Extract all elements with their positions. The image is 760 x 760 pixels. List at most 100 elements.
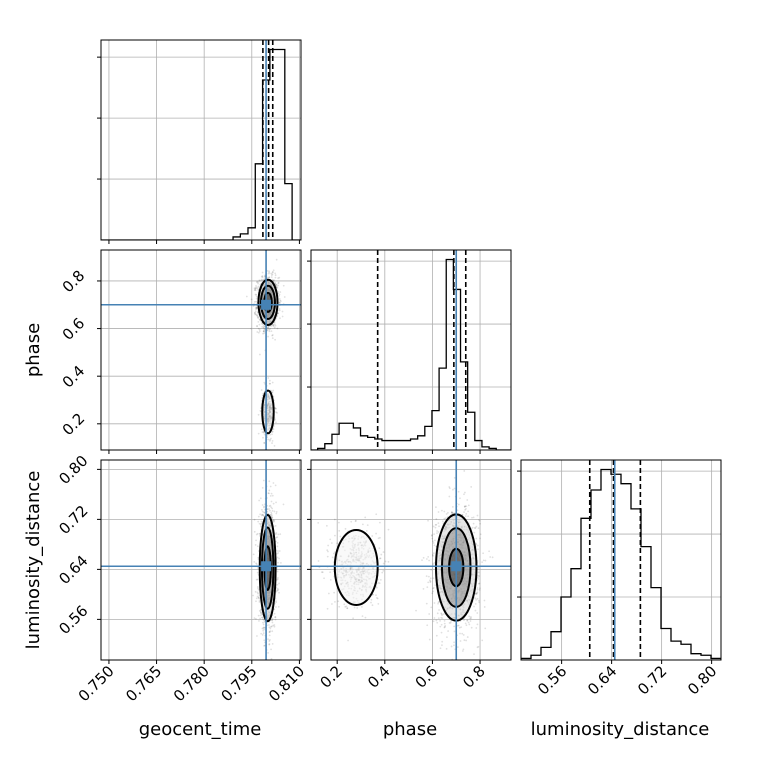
sample-point [463,470,466,472]
sample-point [278,297,281,300]
sample-point [475,627,478,629]
sample-point [252,553,255,556]
sample-point [276,578,279,581]
sample-point [432,620,435,623]
panel-phase-phase [307,249,512,454]
sample-point [270,330,273,333]
sample-point [254,310,257,313]
sample-point [425,575,428,578]
sample-point [274,406,277,409]
sample-point [276,556,279,559]
sample-point [370,598,373,601]
sample-point [271,630,274,633]
sample-point [333,552,335,555]
sample-point [256,595,259,598]
sample-point [259,617,262,620]
sample-point [435,619,438,622]
sample-point [278,308,281,310]
sample-point [271,618,274,621]
sample-point [257,413,260,416]
sample-point [468,615,471,618]
sample-point [476,574,479,577]
sample-point [470,626,473,629]
sample-point [258,534,261,537]
sample-point [270,492,273,495]
sample-point [282,503,285,506]
sample-point [263,619,265,622]
sample-point [253,287,256,290]
sample-point [432,542,435,544]
sample-point [263,505,266,508]
x-tick-label: 0.780 [170,662,213,705]
sample-point [262,623,265,626]
sample-point [470,615,472,618]
sample-point [277,533,280,536]
sample-point [260,612,262,615]
sample-point [269,433,271,436]
sample-point [260,428,263,431]
sample-point [271,271,274,273]
sample-point [477,566,480,569]
sample-point [256,578,259,581]
sample-point [272,502,275,505]
sample-point [276,536,279,539]
sample-point [333,591,336,594]
sample-point [429,579,431,582]
contour-line [261,389,275,435]
sample-point [435,523,438,526]
sample-point [463,505,466,508]
sample-point [277,605,280,608]
sample-point [379,578,382,581]
sample-point [470,486,473,488]
sample-point [476,597,479,600]
sample-point [268,631,271,633]
sample-point [434,523,437,526]
sample-point [268,634,271,637]
sample-point [270,437,272,440]
sample-point [326,607,329,610]
sample-point [271,271,274,274]
sample-point [255,600,257,603]
sample-point [268,439,271,442]
sample-point [256,307,258,310]
sample-point [278,591,280,594]
sample-point [280,561,282,564]
sample-point [274,274,277,277]
sample-point [465,639,468,642]
sample-point [437,531,440,533]
sample-point [277,588,280,591]
sample-point [269,327,271,330]
sample-point [271,514,273,517]
sample-point [275,536,278,539]
sample-point [255,597,258,600]
sample-point [272,325,275,328]
sample-point [452,512,455,515]
sample-point [476,591,479,594]
sample-point [274,283,277,286]
sample-point [274,323,276,326]
sample-point [267,327,270,330]
sample-point [255,300,258,303]
sample-point [257,282,260,285]
sample-point [281,310,284,313]
sample-point [269,382,271,385]
sample-point [278,550,281,552]
sample-point [474,592,477,595]
y-tick-label: 0.6 [59,314,89,344]
sample-point [253,312,256,315]
sample-point [261,431,264,433]
sample-point [482,559,485,562]
sample-point [261,325,264,328]
sample-point [267,272,270,275]
sample-point [254,288,256,291]
contour-line [258,514,277,623]
sample-point [255,578,258,581]
sample-point [443,620,446,622]
sample-point [253,289,256,292]
sample-point [472,516,475,519]
sample-point [377,602,380,605]
sample-point [269,504,272,507]
sample-point [459,640,462,642]
sample-point [436,530,438,532]
sample-point [271,323,274,326]
